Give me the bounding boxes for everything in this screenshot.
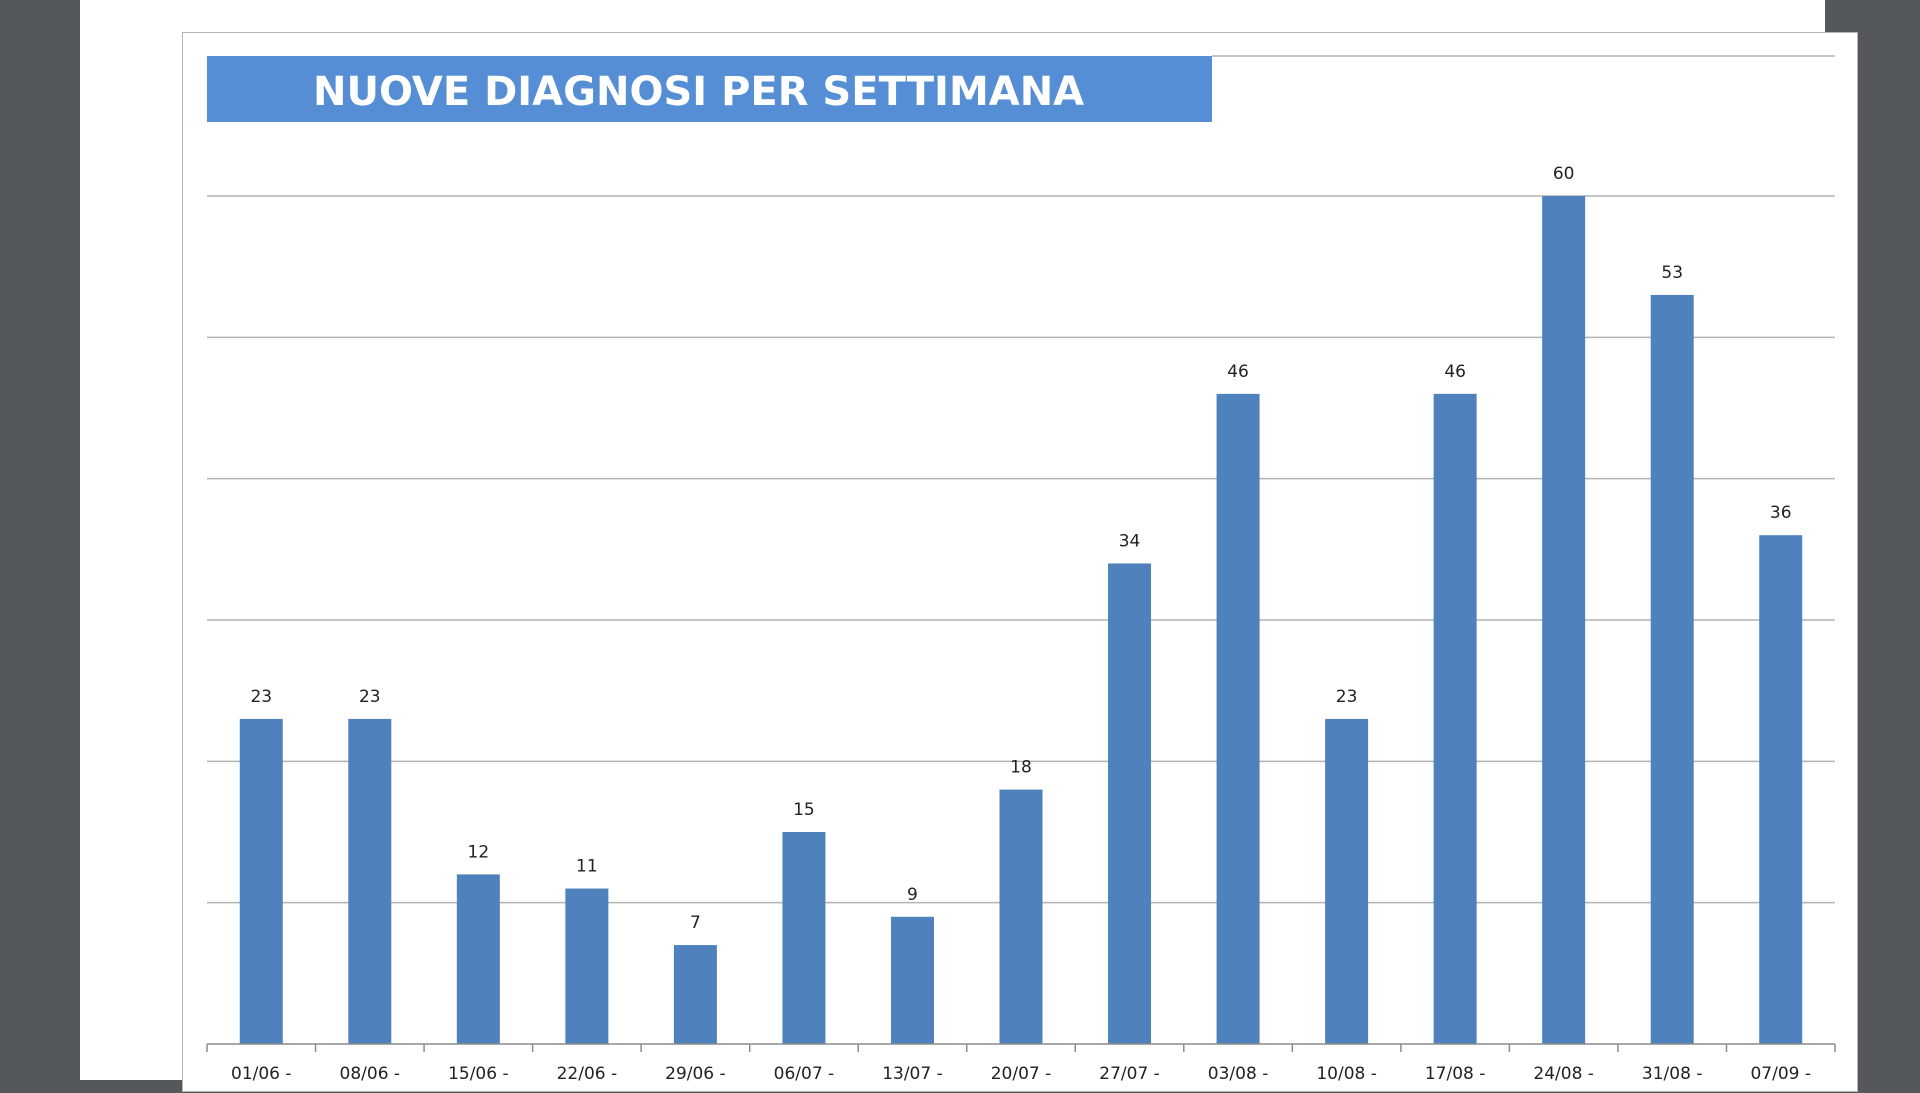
data-label-12: 60 <box>1553 164 1575 184</box>
x-tick-label-14: 07/09 - <box>1750 1064 1811 1084</box>
x-tick-label-10: 10/08 - <box>1316 1064 1377 1084</box>
x-tick-label-8: 27/07 - <box>1099 1064 1160 1084</box>
data-label-10: 23 <box>1336 687 1358 707</box>
x-tick-label-12: 24/08 - <box>1533 1064 1594 1084</box>
x-tick-label-0: 01/06 - <box>231 1064 292 1084</box>
document-page: NUOVE DIAGNOSI PER SETTIMANA 23 23 12 11 7 15… <box>80 0 1858 1092</box>
bar-2 <box>456 874 500 1044</box>
x-tick-label-7: 20/07 - <box>991 1064 1052 1084</box>
bar-4 <box>673 945 717 1044</box>
bar-5 <box>782 832 826 1044</box>
data-label-0: 23 <box>250 687 272 707</box>
bar-14 <box>1759 535 1803 1044</box>
x-tick-label-1: 08/06 - <box>340 1064 401 1084</box>
x-tick-label-3: 22/06 - <box>557 1064 618 1084</box>
data-label-7: 18 <box>1010 758 1032 778</box>
bar-13 <box>1650 294 1694 1044</box>
data-label-13: 53 <box>1661 263 1683 283</box>
bar-1 <box>348 718 392 1044</box>
title-banner <box>207 56 1212 122</box>
bar-7 <box>999 789 1043 1044</box>
x-tick-label-4: 29/06 - <box>665 1064 726 1084</box>
x-tick-label-13: 31/08 - <box>1642 1064 1703 1084</box>
data-labels: 23 23 12 11 7 15 9 18 34 46 23 46 60 53 36 <box>250 164 1791 933</box>
bar-0 <box>239 718 283 1044</box>
bar-12 <box>1542 196 1586 1044</box>
data-label-5: 15 <box>793 800 815 820</box>
bar-6 <box>890 916 934 1044</box>
data-label-8: 34 <box>1119 531 1141 551</box>
data-label-14: 36 <box>1770 503 1792 523</box>
x-tick-label-5: 06/07 - <box>774 1064 835 1084</box>
x-axis: 01/06 - 08/06 - 15/06 - 22/06 - 29/06 - 06/07… <box>206 1043 1836 1084</box>
chart-frame: NUOVE DIAGNOSI PER SETTIMANA 23 23 12 11 7 15… <box>182 32 1858 1092</box>
chart-title: NUOVE DIAGNOSI PER SETTIMANA <box>313 69 1084 115</box>
bar-10 <box>1325 718 1369 1044</box>
x-tick-label-9: 03/08 - <box>1208 1064 1269 1084</box>
data-label-4: 7 <box>690 913 701 933</box>
data-label-1: 23 <box>359 687 381 707</box>
x-tick-label-11: 17/08 - <box>1425 1064 1486 1084</box>
data-label-11: 46 <box>1444 362 1466 382</box>
bar-3 <box>565 888 609 1044</box>
data-label-2: 12 <box>468 842 490 862</box>
data-label-9: 46 <box>1227 362 1249 382</box>
data-label-6: 9 <box>907 885 918 905</box>
x-tick-label-6: 13/07 - <box>882 1064 943 1084</box>
bar-9 <box>1216 393 1260 1044</box>
bars <box>239 196 1803 1044</box>
data-label-3: 11 <box>576 857 598 877</box>
x-tick-label-2: 15/06 - <box>448 1064 509 1084</box>
bar-11 <box>1433 393 1477 1044</box>
bar-8 <box>1108 563 1152 1044</box>
weekly-diagnoses-bar-chart: NUOVE DIAGNOSI PER SETTIMANA 23 23 12 11 7 15… <box>206 55 1836 1084</box>
